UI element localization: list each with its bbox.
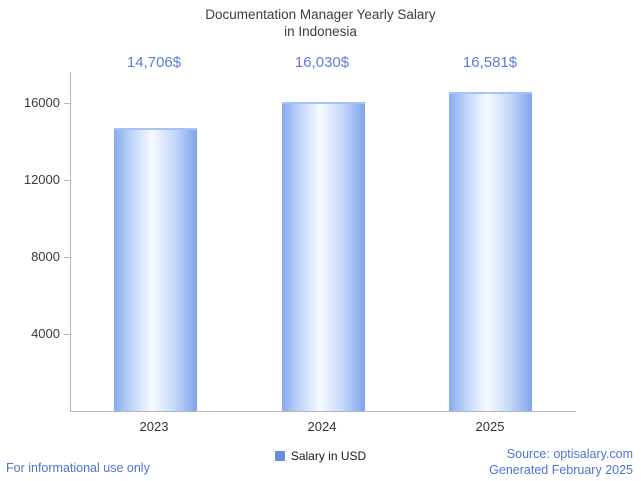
bar-value-label-2023: 14,706$ xyxy=(126,54,182,71)
source-attribution: Source: optisalary.com Generated Februar… xyxy=(489,446,633,478)
bar-2024 xyxy=(282,102,365,411)
y-axis-tick-label-4000: 4000 xyxy=(31,326,60,341)
y-axis-tick-mark xyxy=(64,180,70,181)
bar-2023 xyxy=(114,128,197,411)
source-text: Source: optisalary.com xyxy=(506,447,633,461)
x-axis-label-2023: 2023 xyxy=(139,419,169,434)
generated-date-text: Generated February 2025 xyxy=(489,463,633,477)
y-axis-tick-label-12000: 12000 xyxy=(23,172,60,187)
disclaimer-text: For informational use only xyxy=(6,461,150,475)
legend: Salary in USD xyxy=(0,449,641,463)
x-axis-label-2025: 2025 xyxy=(475,419,505,434)
y-axis-tick-label-16000: 16000 xyxy=(23,95,60,110)
chart-title-line1: Documentation Manager Yearly Salary xyxy=(205,7,436,22)
bar-value-label-2024: 16,030$ xyxy=(294,54,350,71)
chart-title: Documentation Manager Yearly Salary in I… xyxy=(0,6,641,40)
y-axis-tick-mark xyxy=(64,334,70,335)
chart-title-line2: in Indonesia xyxy=(284,24,357,39)
x-axis-label-2024: 2024 xyxy=(307,419,337,434)
y-axis-tick-mark xyxy=(64,103,70,104)
bar-2025 xyxy=(449,92,532,411)
legend-label: Salary in USD xyxy=(290,449,367,463)
y-axis-tick-label-8000: 8000 xyxy=(31,249,60,264)
plot-area xyxy=(70,72,576,412)
legend-color-swatch xyxy=(274,451,285,461)
bar-value-label-2025: 16,581$ xyxy=(462,54,518,71)
y-axis-tick-mark xyxy=(64,257,70,258)
